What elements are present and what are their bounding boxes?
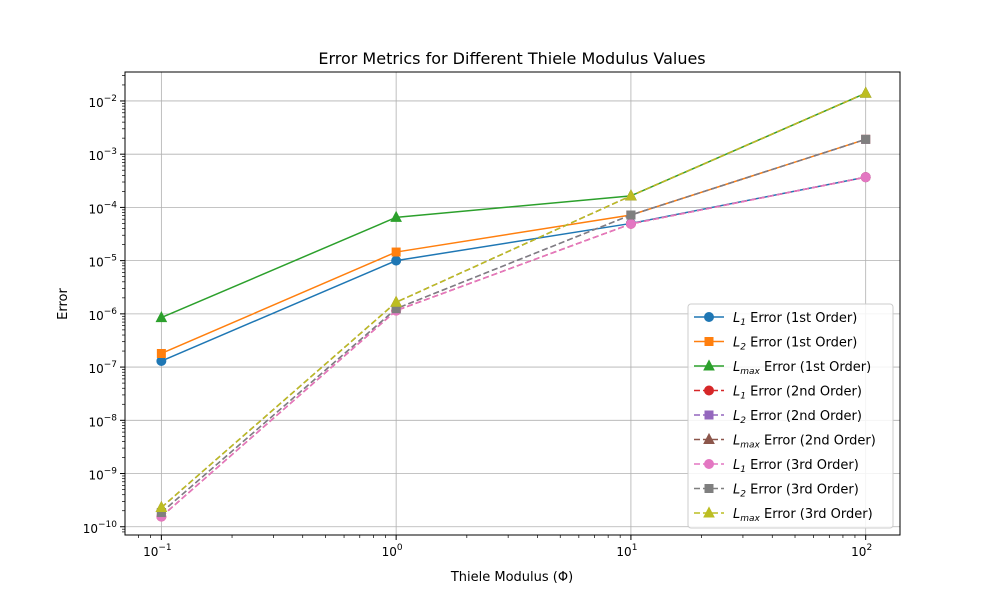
data-point (155, 311, 168, 323)
legend-marker (704, 459, 714, 469)
data-point (625, 189, 637, 201)
x-tick-label: 102 (851, 543, 872, 559)
legend-marker (703, 506, 715, 518)
legend-label: L2 Error (1st Order) (733, 336, 857, 353)
legend-item: L1 Error (2nd Order) (694, 385, 862, 402)
legend-marker (704, 312, 714, 322)
grid (125, 72, 900, 535)
y-tick-label: 10−5 (88, 254, 117, 270)
legend-marker (703, 432, 715, 444)
y-axis: 10−10 10−9 10−8 10−7 10−6 10−5 10−4 10−3 10−2 (83, 75, 125, 536)
legend-marker (704, 385, 714, 396)
data-point (390, 295, 402, 307)
legend-item: L1 Error (1st Order) (694, 311, 857, 328)
data-point (391, 255, 402, 266)
y-tick-label: 10−10 (83, 520, 118, 536)
legend-label: Lmax Error (2nd Order) (733, 434, 876, 451)
legend-label: Lmax Error (3rd Order) (733, 507, 873, 524)
data-point (155, 500, 168, 513)
legend-item: L2 Error (1st Order) (694, 336, 857, 353)
legend-label: L2 Error (2nd Order) (733, 409, 862, 426)
legend-item: Lmax Error (1st Order) (694, 359, 871, 377)
legend-marker (703, 359, 715, 371)
data-point (861, 134, 871, 144)
legend-item: L1 Error (3rd Order) (694, 458, 859, 475)
legend-label: L1 Error (2nd Order) (733, 385, 862, 402)
y-tick-label: 10−6 (88, 307, 117, 323)
y-tick-label: 10−2 (88, 94, 117, 110)
legend-marker (704, 410, 714, 420)
data-point (625, 218, 636, 229)
legend-label: L1 Error (3rd Order) (733, 458, 859, 475)
legend-item: Lmax Error (3rd Order) (694, 506, 873, 524)
x-axis-label: Thiele Modulus (Φ) (450, 570, 573, 585)
x-axis: 10−1 100 101 102 (138, 535, 872, 559)
series-line (161, 176, 866, 362)
series-line (160, 176, 866, 518)
legend-label: Lmax Error (1st Order) (733, 360, 871, 377)
series-9 (155, 86, 872, 513)
y-tick-label: 10−4 (88, 200, 117, 216)
legend-item: L2 Error (2nd Order) (694, 409, 862, 426)
x-tick-label: 10−1 (143, 543, 172, 559)
legend-marker (704, 484, 714, 493)
y-tick-label: 10−9 (88, 467, 117, 483)
data-point (860, 172, 871, 183)
series-line (161, 92, 866, 319)
legend-box (687, 303, 894, 529)
data-point (390, 210, 402, 222)
data-point (626, 210, 636, 220)
series-8 (156, 134, 871, 518)
x-tick-label: 101 (616, 543, 637, 559)
data-point (859, 86, 872, 98)
y-axis-label: Error (56, 288, 71, 320)
plot-frame (124, 71, 901, 536)
data-point (391, 247, 401, 257)
legend-marker (704, 337, 714, 346)
series-line (160, 138, 866, 514)
legend-label: L2 Error (3rd Order) (733, 483, 859, 500)
series-3 (155, 86, 872, 323)
data-point (156, 348, 166, 358)
legend-item: Lmax Error (2nd Order) (694, 432, 876, 451)
y-tick-label: 10−8 (88, 413, 117, 429)
legend-label: L1 Error (1st Order) (733, 311, 857, 328)
series-line (160, 92, 866, 509)
legend-item: L2 Error (3rd Order) (694, 483, 859, 500)
legend: L1 Error (1st Order) L2 Error (1st Order)… (687, 303, 894, 529)
x-tick-label: 100 (382, 543, 403, 559)
y-tick-label: 10−7 (88, 360, 117, 376)
y-tick-label: 10−3 (88, 147, 117, 163)
series-layer (155, 86, 872, 522)
chart-title: Error Metrics for Different Thiele Modul… (318, 49, 705, 68)
